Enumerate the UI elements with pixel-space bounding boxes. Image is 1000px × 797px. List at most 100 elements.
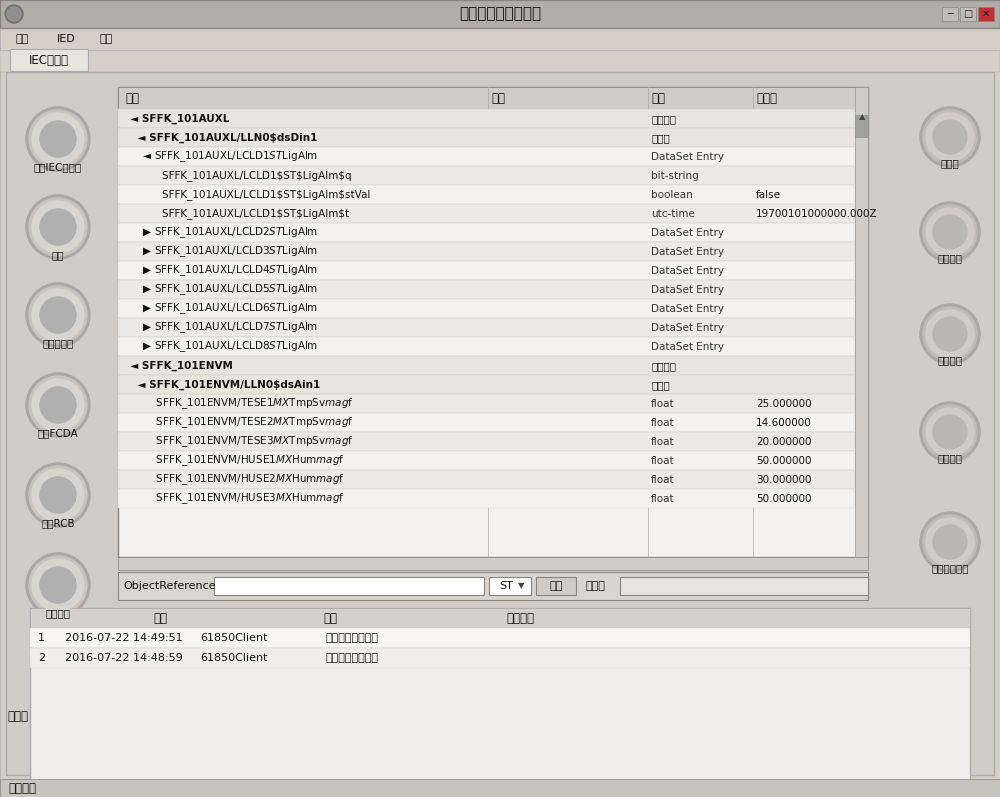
Text: 2016-07-22 14:49:51: 2016-07-22 14:49:51: [65, 633, 183, 643]
Circle shape: [920, 304, 980, 364]
Text: 订阅告警: 订阅告警: [938, 355, 962, 365]
Text: 50.000000: 50.000000: [756, 456, 812, 466]
Text: 30.000000: 30.000000: [756, 475, 812, 485]
Bar: [118, 451, 855, 470]
Text: 备注: 备注: [491, 92, 505, 104]
Text: ▶ SFFK_101AUXL/LCLD2$ST$LigAlm: ▶ SFFK_101AUXL/LCLD2$ST$LigAlm: [123, 226, 318, 241]
Bar: [536, 577, 576, 595]
Bar: [960, 7, 976, 21]
Text: SFFK_101AUXL/LCLD1$ST$LigAlm$stVal: SFFK_101AUXL/LCLD1$ST$LigAlm$stVal: [123, 190, 370, 201]
Text: float: float: [651, 456, 675, 466]
Bar: [118, 204, 855, 223]
Bar: [855, 115, 868, 137]
Text: 名称: 名称: [125, 92, 139, 104]
Text: DataSet Entry: DataSet Entry: [651, 152, 724, 162]
Text: 输出信息: 输出信息: [506, 611, 534, 625]
Text: float: float: [651, 475, 675, 485]
Circle shape: [5, 5, 23, 23]
Text: 数据集: 数据集: [651, 133, 670, 143]
Circle shape: [26, 553, 90, 617]
Text: ObjectReference: ObjectReference: [123, 581, 216, 591]
Text: ◄ SFFK_101AUXL/LLN0$dsDin1: ◄ SFFK_101AUXL/LLN0$dsDin1: [123, 133, 317, 143]
Circle shape: [920, 202, 980, 262]
Text: □: □: [963, 9, 973, 19]
Bar: [855, 87, 868, 557]
Text: 修改数据树: 修改数据树: [42, 338, 74, 348]
Bar: [118, 489, 855, 508]
Text: IEC客户端: IEC客户端: [29, 53, 69, 66]
Circle shape: [32, 289, 84, 341]
Text: float: float: [651, 437, 675, 447]
Circle shape: [26, 107, 90, 171]
Text: float: float: [651, 494, 675, 504]
Text: SFFK_101ENVM/HUSE1$MX$Hum$mag$f: SFFK_101ENVM/HUSE1$MX$Hum$mag$f: [123, 453, 345, 469]
Bar: [30, 608, 970, 628]
Bar: [118, 87, 868, 109]
Text: 标识: 标识: [323, 611, 337, 625]
Circle shape: [926, 408, 974, 456]
Text: SFFK_101ENVM/TESE3$MX$TmpSv$mag$f: SFFK_101ENVM/TESE3$MX$TmpSv$mag$f: [123, 434, 354, 450]
Text: SFFK_101AUXL/LCLD1$ST$LigAlm$q: SFFK_101AUXL/LCLD1$ST$LigAlm$q: [123, 171, 352, 182]
Text: ◄ SFFK_101ENVM/LLN0$dsAin1: ◄ SFFK_101ENVM/LLN0$dsAin1: [123, 380, 320, 391]
Text: ▶ SFFK_101AUXL/LCLD3$ST$LigAlm: ▶ SFFK_101AUXL/LCLD3$ST$LigAlm: [123, 245, 318, 259]
Text: 类型: 类型: [651, 92, 665, 104]
Text: 61850Client: 61850Client: [200, 653, 268, 663]
Text: 结果：: 结果：: [586, 581, 606, 591]
Bar: [118, 166, 855, 185]
Text: 智能变电站监控系统: 智能变电站监控系统: [459, 6, 541, 22]
Circle shape: [933, 215, 967, 249]
Text: DataSet Entry: DataSet Entry: [651, 266, 724, 276]
Bar: [118, 109, 855, 128]
Bar: [118, 318, 855, 337]
Bar: [0, 50, 1000, 72]
Text: 1: 1: [38, 633, 45, 643]
Text: 50.000000: 50.000000: [756, 494, 812, 504]
Circle shape: [923, 205, 977, 259]
Text: false: false: [756, 190, 781, 200]
Text: 关闭连接: 关闭连接: [46, 608, 70, 618]
Text: DataSet Entry: DataSet Entry: [651, 342, 724, 352]
Bar: [620, 577, 868, 595]
Text: DataSet Entry: DataSet Entry: [651, 323, 724, 333]
Bar: [118, 337, 855, 356]
Bar: [0, 28, 1000, 50]
Text: ▶ SFFK_101AUXL/LCLD8$ST$LigAlm: ▶ SFFK_101AUXL/LCLD8$ST$LigAlm: [123, 340, 318, 355]
Text: 25.000000: 25.000000: [756, 399, 812, 409]
Text: 20.000000: 20.000000: [756, 437, 812, 447]
Circle shape: [920, 512, 980, 572]
Text: 当前值: 当前值: [756, 92, 777, 104]
Text: 反向测试: 反向测试: [938, 453, 962, 463]
Circle shape: [926, 310, 974, 358]
Circle shape: [29, 376, 87, 434]
Bar: [0, 0, 1000, 28]
Bar: [118, 147, 855, 166]
Circle shape: [29, 286, 87, 344]
Circle shape: [26, 373, 90, 437]
Text: 修改RCB: 修改RCB: [41, 518, 75, 528]
Bar: [6, 72, 994, 775]
Text: 2: 2: [38, 653, 45, 663]
Text: 导出测试报告: 导出测试报告: [931, 563, 969, 573]
Bar: [118, 356, 855, 375]
Bar: [118, 261, 855, 280]
Text: ◄ SFFK_101ENVM: ◄ SFFK_101ENVM: [123, 361, 233, 371]
Circle shape: [32, 379, 84, 431]
Circle shape: [40, 297, 76, 333]
Text: ▲: ▲: [859, 112, 865, 121]
Text: IED: IED: [57, 34, 76, 44]
Circle shape: [923, 307, 977, 361]
Bar: [30, 628, 970, 648]
Circle shape: [32, 559, 84, 611]
Text: boolean: boolean: [651, 190, 693, 200]
Circle shape: [26, 283, 90, 347]
Bar: [942, 7, 958, 21]
Bar: [118, 128, 855, 147]
Text: ST: ST: [499, 581, 513, 591]
Circle shape: [26, 195, 90, 259]
Circle shape: [29, 198, 87, 256]
Text: 连接IEC服务端: 连接IEC服务端: [34, 162, 82, 172]
Circle shape: [29, 466, 87, 524]
Bar: [489, 577, 531, 595]
Bar: [118, 394, 855, 413]
Text: 19700101000000.000Z: 19700101000000.000Z: [756, 209, 878, 219]
